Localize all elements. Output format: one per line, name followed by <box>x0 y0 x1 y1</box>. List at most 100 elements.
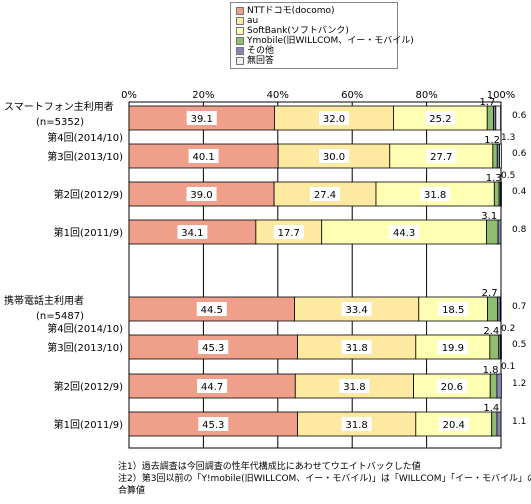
bar-segment <box>491 411 498 437</box>
row-label: 第3回(2013/10) <box>47 341 123 354</box>
data-label-box <box>197 379 228 393</box>
data-label: 1.3 <box>486 173 502 184</box>
group-label: 携帯電話主利用者 <box>4 294 84 307</box>
row-label: 第4回(2014/10) <box>47 131 123 144</box>
legend-label: その他 <box>247 46 275 56</box>
bar-segment <box>486 219 499 245</box>
bar-segment <box>492 143 498 169</box>
data-label-box <box>341 417 372 431</box>
bar-segment <box>415 334 491 360</box>
bar-segment <box>274 105 394 131</box>
data-label: 45.3 <box>202 420 224 431</box>
legend-item: NTTドコモ(docomo) <box>236 6 397 16</box>
data-label: 1.1 <box>512 417 526 427</box>
data-label-box <box>438 302 469 316</box>
data-label: 1.8 <box>483 365 499 376</box>
data-label: 0.4 <box>512 187 527 197</box>
legend-label: 無回答 <box>247 56 275 66</box>
data-label: 27.4 <box>314 190 336 201</box>
data-label: 44.5 <box>201 305 223 316</box>
data-label: 1.4 <box>483 403 499 414</box>
data-label: 3.1 <box>481 211 497 222</box>
data-label: 0.5 <box>512 340 526 350</box>
data-label: 2.7 <box>482 288 498 299</box>
bar-segment <box>487 296 499 322</box>
data-label: 18.5 <box>442 305 464 316</box>
bar-segment <box>486 105 494 131</box>
data-label: 17.7 <box>278 228 300 239</box>
legend-label: au <box>247 16 259 26</box>
data-label-box <box>186 187 217 201</box>
legend-item: SoftBank(ソフトバンク) <box>236 26 397 36</box>
data-label-box <box>186 111 217 125</box>
data-label: 31.8 <box>343 382 365 393</box>
data-label: 1.2 <box>512 379 526 389</box>
legend-label: SoftBank(ソフトバンク) <box>247 26 349 36</box>
data-label: 27.7 <box>430 152 452 163</box>
row-label: 第4回(2014/10) <box>47 322 123 335</box>
x-tick-label: 80% <box>415 90 437 101</box>
bar-segment <box>497 219 502 245</box>
x-tick-label: 100% <box>487 90 516 101</box>
data-label-box <box>425 111 456 125</box>
data-label-box <box>318 149 349 163</box>
bar-segment <box>499 296 502 322</box>
data-label: 0.2 <box>501 324 515 334</box>
bar-segment <box>496 411 502 437</box>
data-label-box <box>318 111 349 125</box>
row-label: 第1回(2011/9) <box>54 226 123 239</box>
data-label: 45.3 <box>202 343 224 354</box>
data-label-box <box>436 379 467 393</box>
bar-segment <box>500 334 502 360</box>
legend-swatch <box>236 27 244 35</box>
legend-item: その他 <box>236 46 397 56</box>
data-label-box <box>426 149 457 163</box>
data-label: 32.0 <box>323 114 345 125</box>
bar-segment <box>495 105 502 131</box>
footnote-2: 注2）第3回以前の「Y!mobile(旧WILLCOM、イー・モバイル)」は「W… <box>118 474 531 484</box>
data-label: 0.1 <box>501 362 515 372</box>
data-label-box <box>198 340 229 354</box>
data-label: 0.6 <box>512 149 527 159</box>
legend-swatch <box>236 57 244 65</box>
data-label: 1.2 <box>484 135 500 146</box>
legend-swatch <box>236 47 244 55</box>
data-label-box <box>341 340 372 354</box>
data-label: 25.2 <box>429 114 451 125</box>
data-label: 34.1 <box>181 228 203 239</box>
plot-frame <box>128 101 502 449</box>
data-label: 30.0 <box>323 152 345 163</box>
data-label-box <box>437 340 468 354</box>
data-label-box <box>310 187 341 201</box>
data-label-box <box>341 302 372 316</box>
x-tick-label: 20% <box>192 90 214 101</box>
data-label: 1.3 <box>501 133 515 143</box>
group-label: スマートフォン主利用者 <box>4 101 114 113</box>
bar-segment <box>500 181 502 207</box>
x-tick-label: 40% <box>267 90 289 101</box>
legend-item: au <box>236 16 397 26</box>
data-label: 33.4 <box>346 305 368 316</box>
x-tick-label: 0% <box>121 90 137 101</box>
data-label-box <box>198 417 229 431</box>
data-label-box <box>389 225 420 239</box>
x-tick-label: 60% <box>341 90 363 101</box>
legend-item: 無回答 <box>236 56 397 66</box>
data-label-box <box>188 149 219 163</box>
group-label: (n=5487) <box>36 311 84 322</box>
data-label: 0.6 <box>512 111 527 121</box>
data-label: 1.7 <box>479 97 495 108</box>
legend-item: Ymobile(旧WILLCOM、イー・モバイル) <box>236 36 414 46</box>
row-label: 第2回(2012/9) <box>54 380 123 393</box>
data-label: 0.5 <box>501 171 515 181</box>
legend-swatch <box>236 7 244 15</box>
data-label: 44.3 <box>393 228 415 239</box>
bar-segment <box>489 373 498 399</box>
footnotes: 注1）過去調査は今回調査の性年代構成比にあわせてウエイトバックした値 注2）第3… <box>118 461 531 497</box>
data-label-box <box>339 379 370 393</box>
legend-label: Ymobile(旧WILLCOM、イー・モバイル) <box>247 36 414 46</box>
chart-legend: NTTドコモ(docomo) au SoftBank(ソフトバンク) Ymobile(… <box>230 2 414 69</box>
data-label: 20.6 <box>441 382 463 393</box>
data-label-box <box>177 225 208 239</box>
